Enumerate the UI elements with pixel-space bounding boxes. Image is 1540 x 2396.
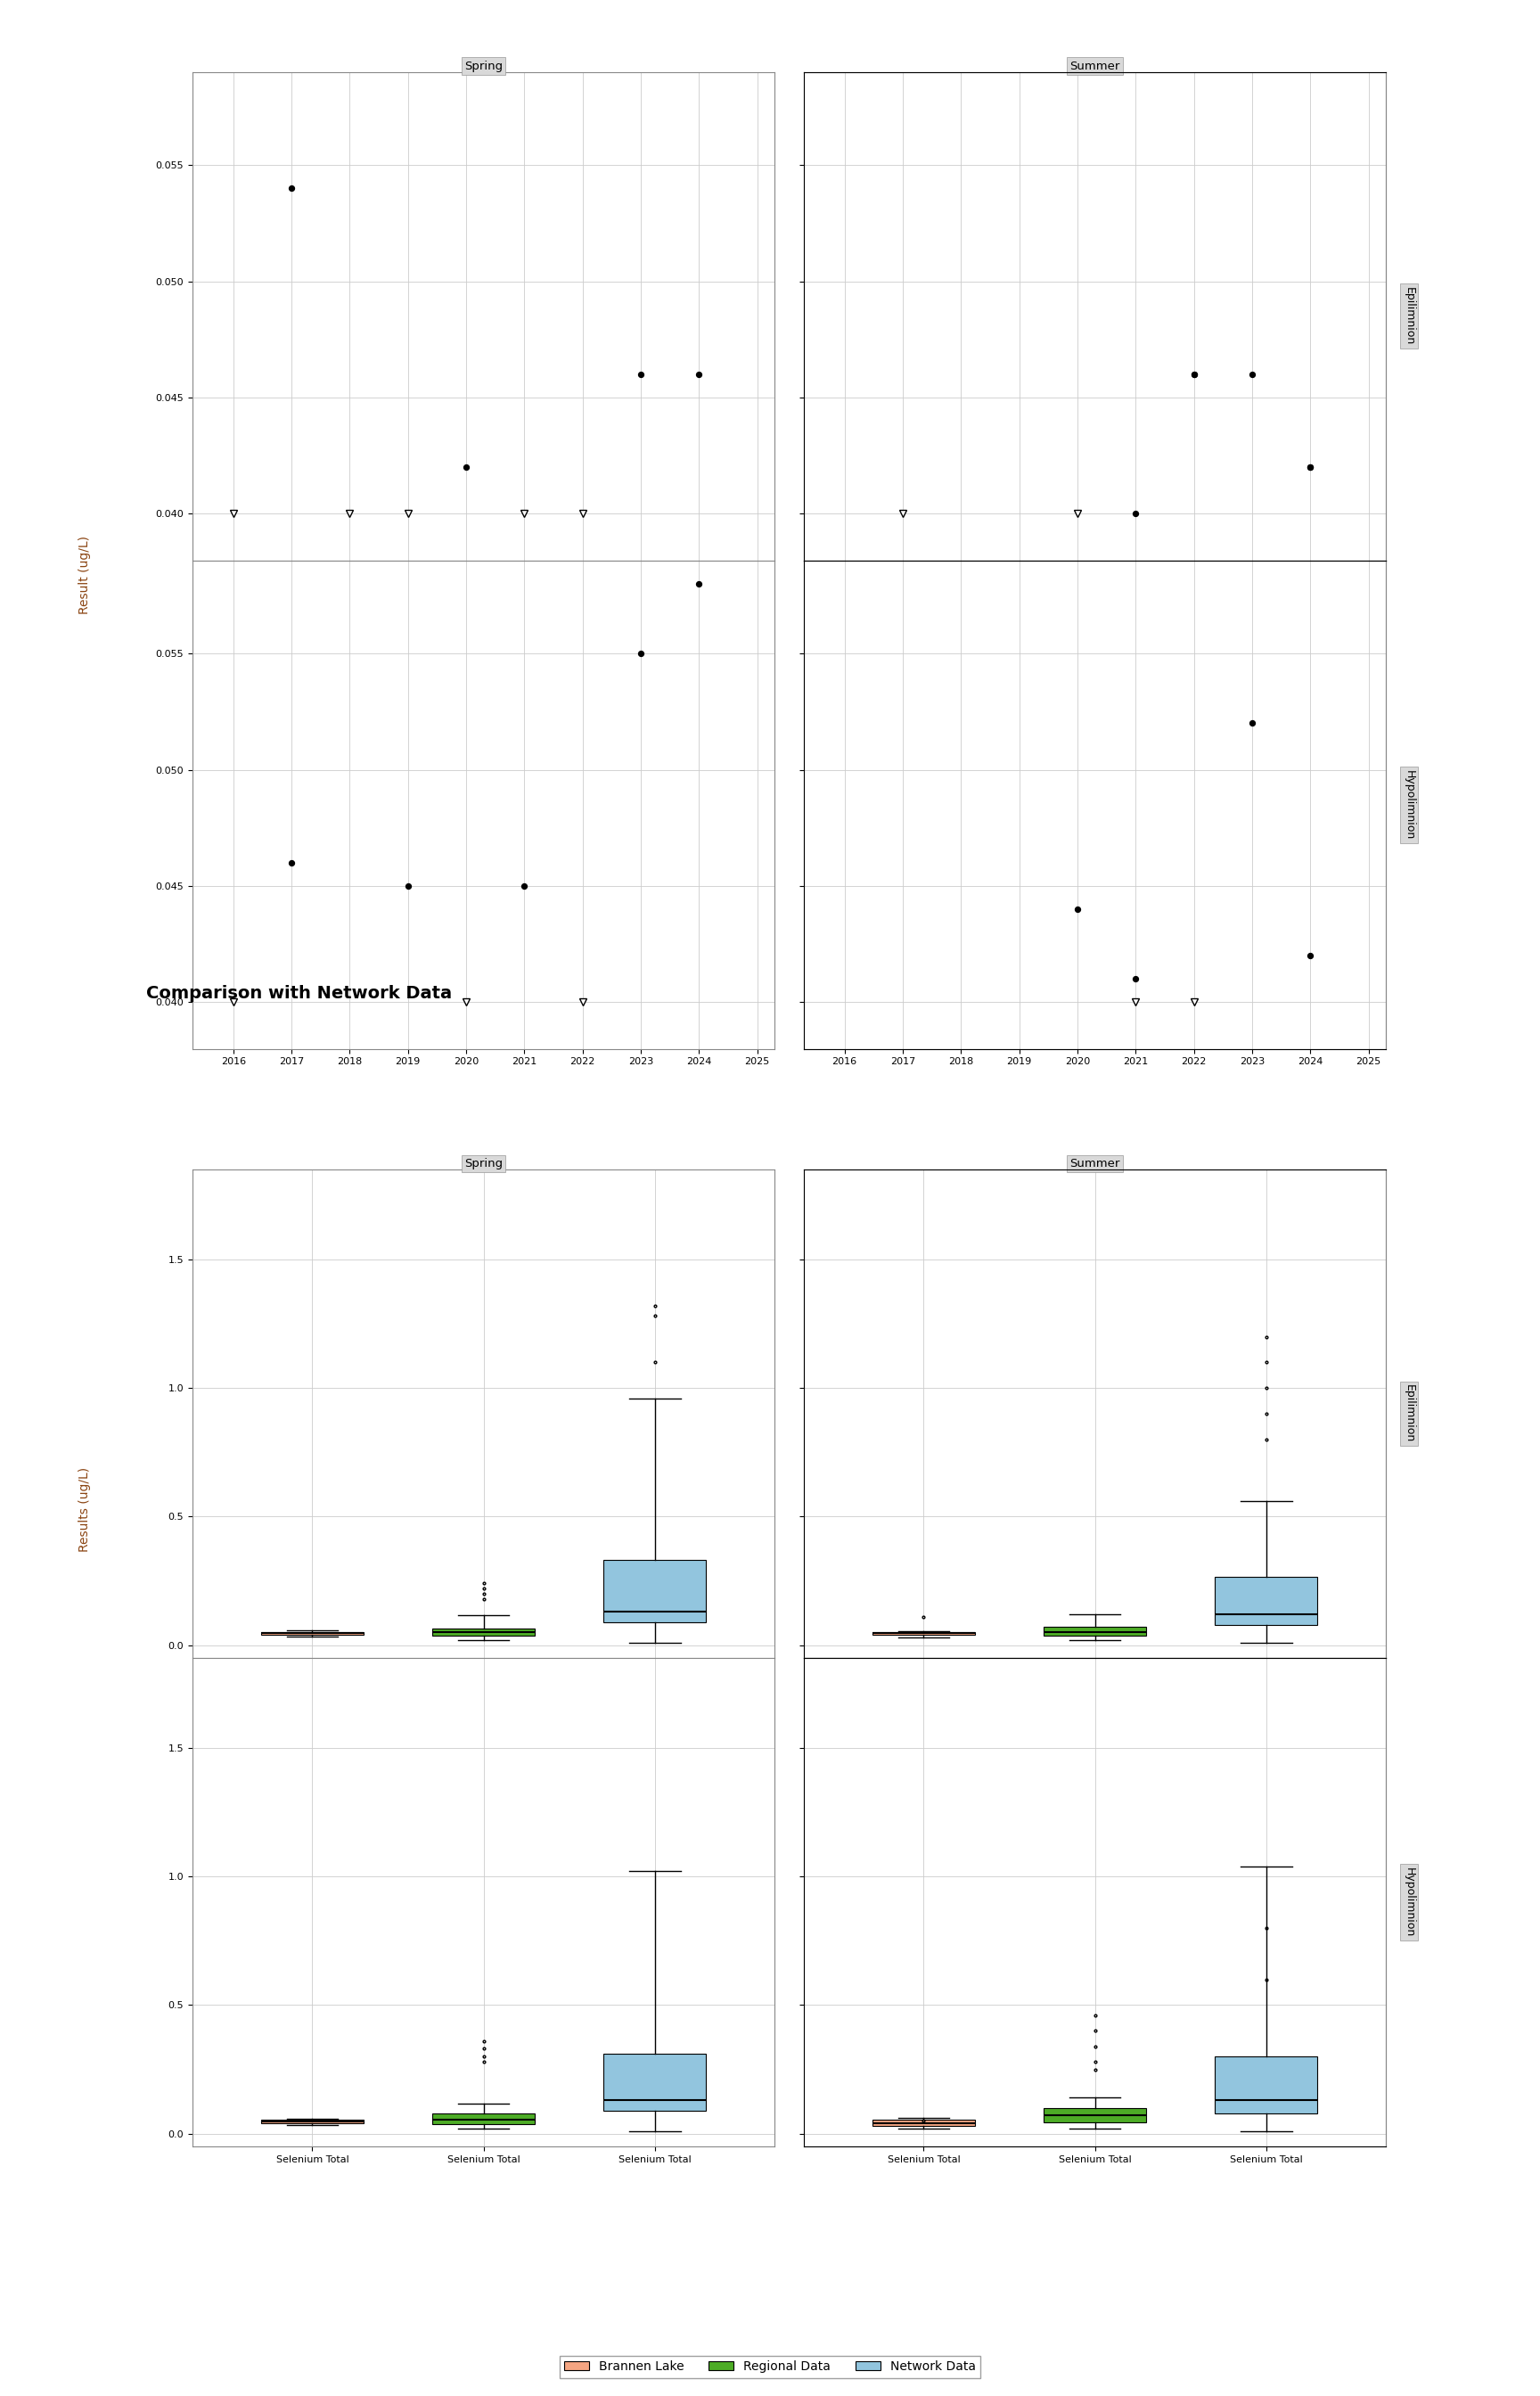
Text: Comparison with Network Data: Comparison with Network Data [146,985,451,1002]
PathPatch shape [1215,2056,1318,2113]
Point [687,565,711,604]
Point [1298,448,1323,486]
PathPatch shape [260,1632,363,1634]
Point [396,867,420,906]
Title: Spring: Spring [465,60,504,72]
Y-axis label: Epilimnion: Epilimnion [1403,1385,1415,1442]
Point [1181,355,1206,393]
PathPatch shape [872,2120,975,2125]
Point [1123,494,1147,532]
PathPatch shape [604,2053,707,2111]
Title: Spring: Spring [465,1157,504,1169]
Point [1298,937,1323,975]
Point [1240,704,1264,743]
PathPatch shape [1044,2108,1146,2123]
Point [628,635,653,673]
Text: Result (ug/L): Result (ug/L) [79,537,91,613]
PathPatch shape [604,1560,707,1622]
Title: Summer: Summer [1070,60,1120,72]
Point [1181,355,1206,393]
Title: Summer: Summer [1070,1157,1120,1169]
Point [1123,961,1147,999]
PathPatch shape [1044,1627,1146,1636]
Point [1298,448,1323,486]
Point [1066,891,1090,930]
PathPatch shape [260,2120,363,2123]
Text: Results (ug/L): Results (ug/L) [79,1466,91,1553]
Point [628,355,653,393]
PathPatch shape [433,1629,534,1636]
Point [279,170,303,208]
Y-axis label: Hypolimnion: Hypolimnion [1403,769,1415,839]
Legend: Brannen Lake, Regional Data, Network Data: Brannen Lake, Regional Data, Network Dat… [559,2355,981,2377]
Y-axis label: Epilimnion: Epilimnion [1403,288,1415,345]
PathPatch shape [1215,1577,1318,1624]
Point [454,448,479,486]
Y-axis label: Hypolimnion: Hypolimnion [1403,1866,1415,1936]
Point [687,355,711,393]
PathPatch shape [433,2113,534,2123]
Point [1240,355,1264,393]
PathPatch shape [872,1632,975,1634]
Point [279,843,303,882]
Point [511,867,536,906]
